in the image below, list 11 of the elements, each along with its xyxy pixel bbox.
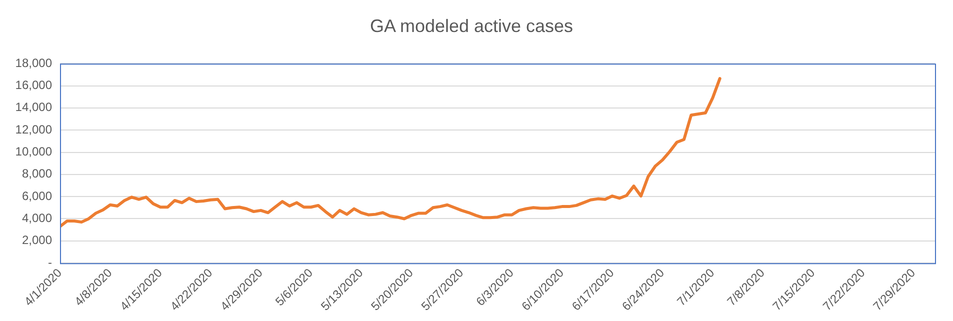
- y-tick-label: 18,000: [15, 56, 52, 70]
- y-tick-label: 12,000: [15, 122, 52, 136]
- y-tick-label: 16,000: [15, 78, 52, 92]
- y-tick-label: -: [48, 255, 52, 270]
- y-tick-label: 8,000: [22, 166, 52, 181]
- y-tick-label: 6,000: [22, 188, 52, 203]
- y-tick-label: 2,000: [22, 233, 52, 248]
- y-tick-label: 10,000: [15, 144, 52, 159]
- y-tick-label: 4,000: [22, 211, 52, 226]
- chart-title: GA modeled active cases: [370, 16, 574, 36]
- y-tick-label: 14,000: [15, 100, 52, 114]
